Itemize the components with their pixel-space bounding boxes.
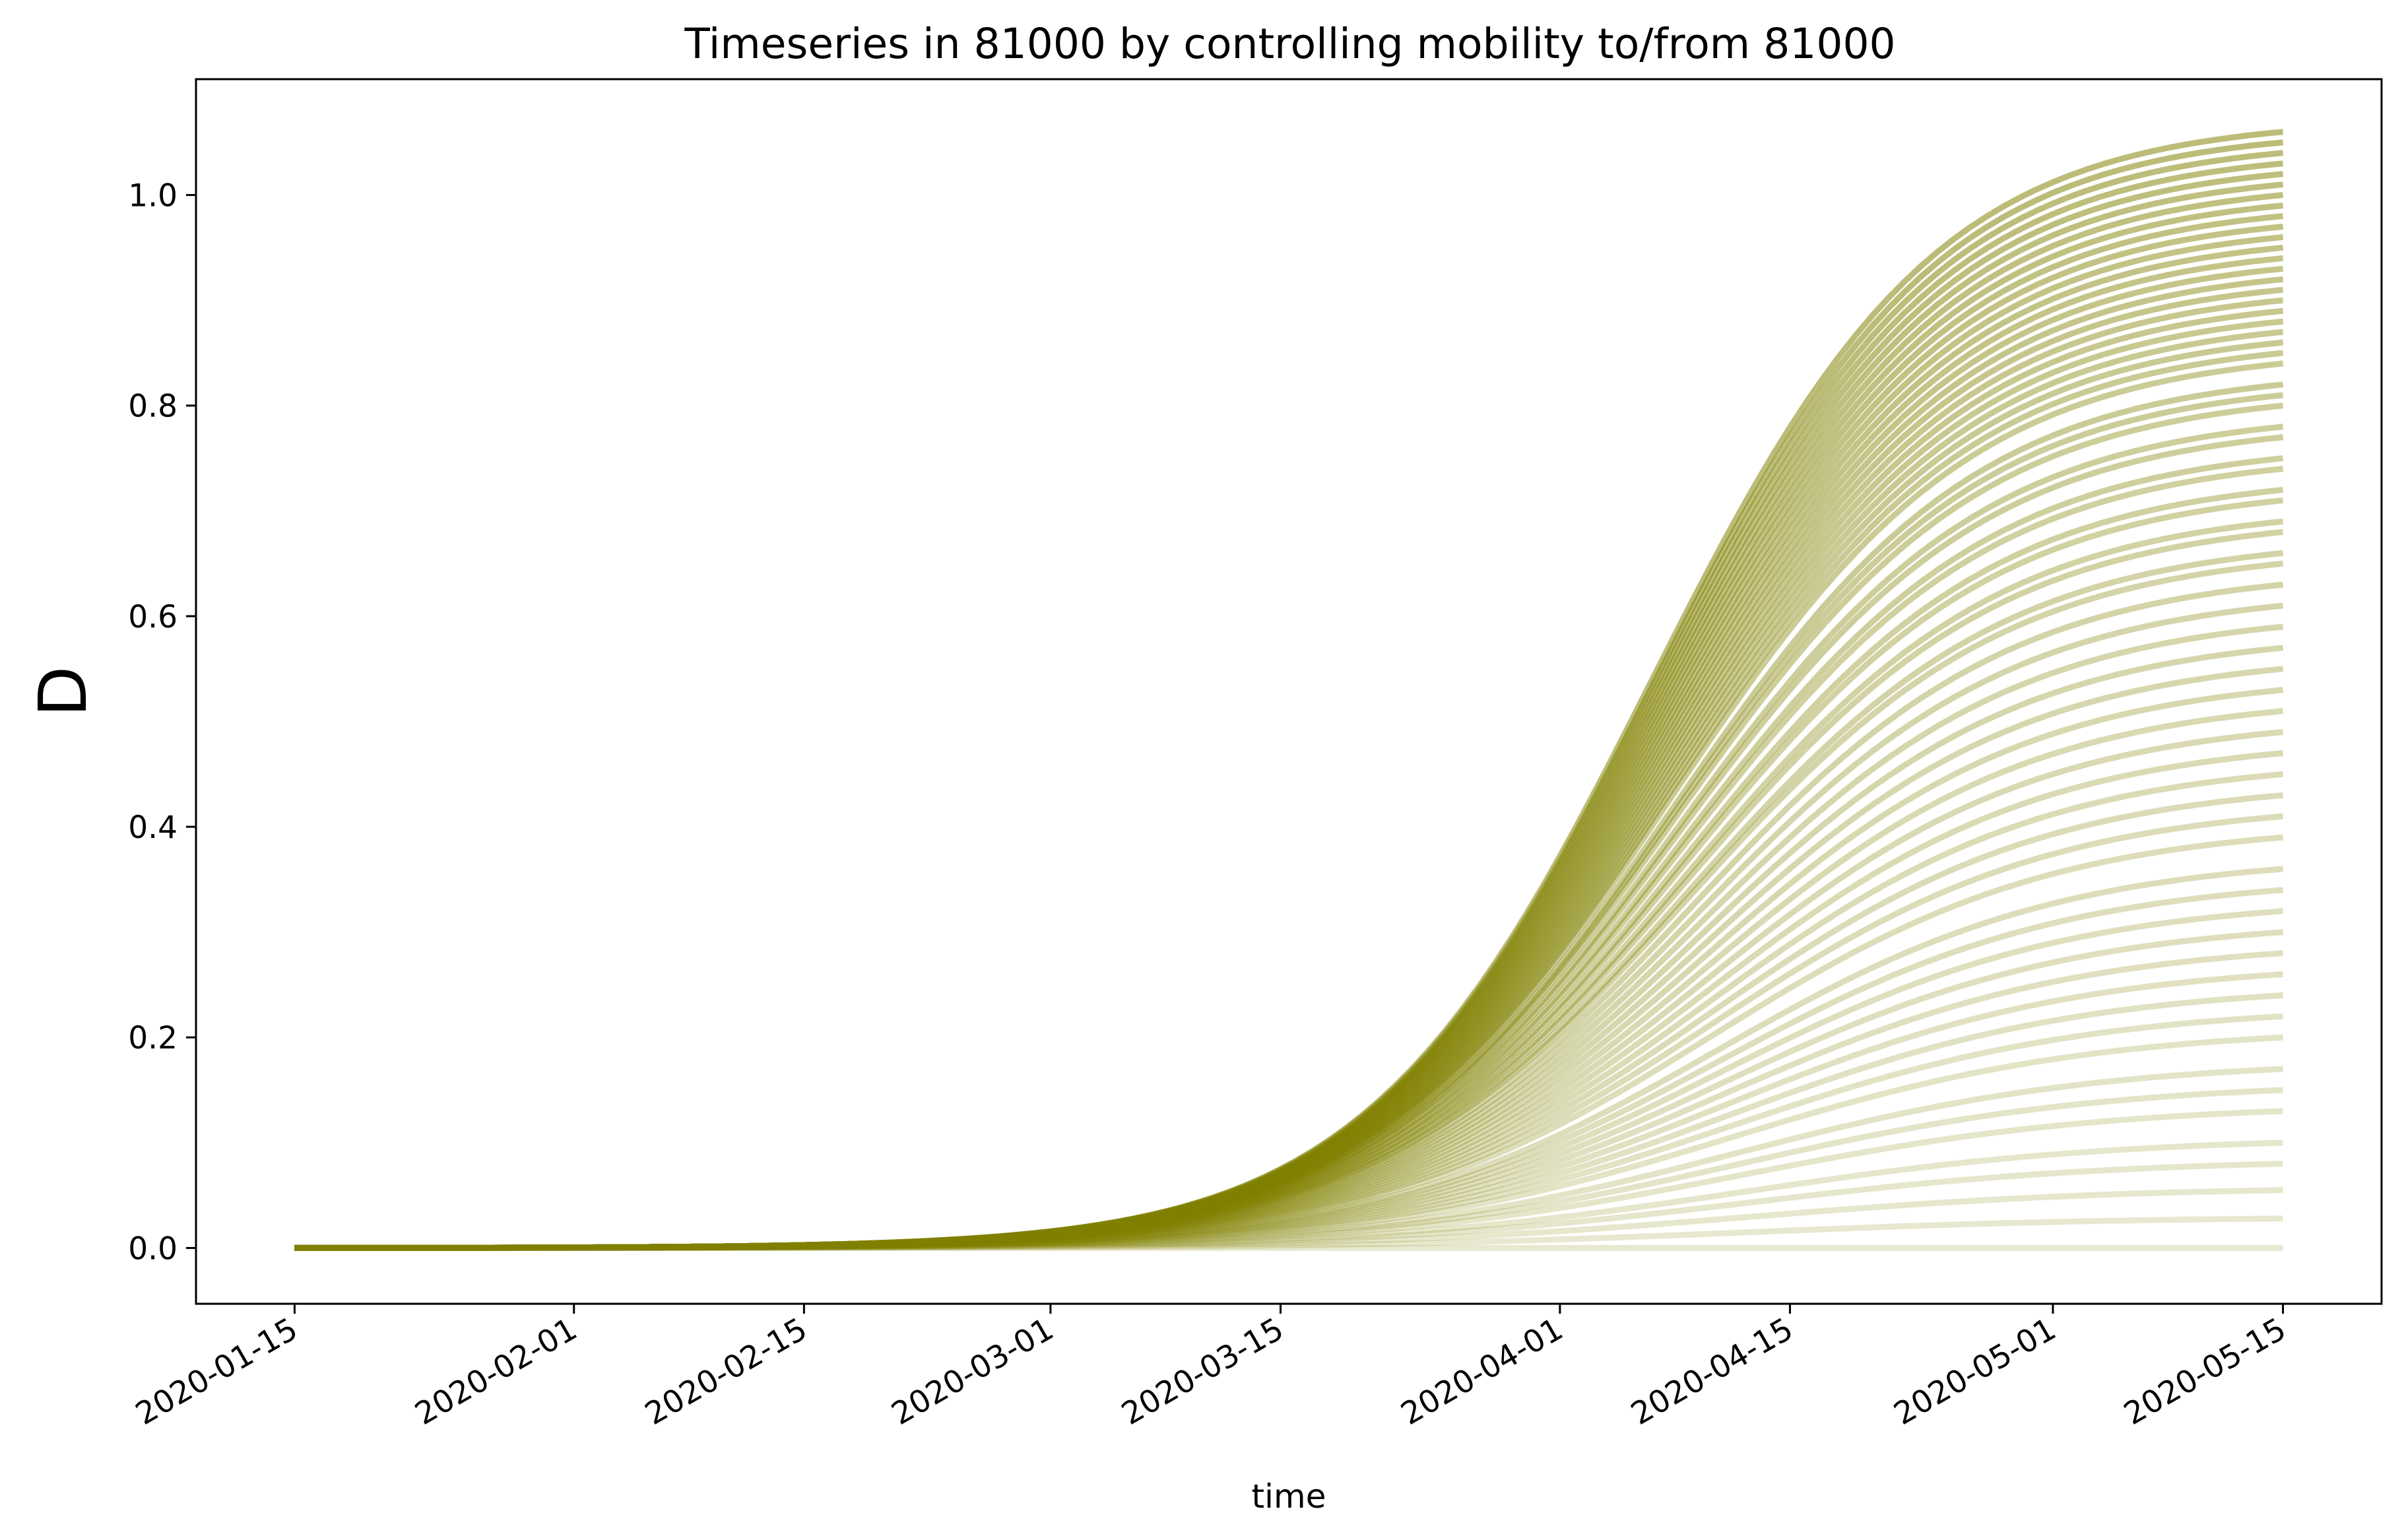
series-line-28 xyxy=(294,455,2284,1251)
series-line-0 xyxy=(294,129,2284,1251)
series-line-16 xyxy=(294,297,2284,1251)
x-axis-ticks: 2020-01-15 2020-02-01 2020-02-15 2020-03-01… xyxy=(129,1304,2292,1432)
x-tick-label-5: 2020-04-01 xyxy=(1395,1311,1569,1432)
x-tick-label-0: 2020-01-15 xyxy=(129,1311,304,1432)
y-tick-label-3: 0.6 xyxy=(128,599,178,635)
x-tick-label-6: 2020-04-15 xyxy=(1625,1311,1799,1432)
y-axis-label: D xyxy=(24,666,102,717)
y-tick-label-1: 0.2 xyxy=(128,1020,178,1056)
y-axis-ticks: 0.0 0.2 0.4 0.6 0.8 1.0 xyxy=(128,178,196,1267)
x-tick-label-2: 2020-02-15 xyxy=(639,1311,813,1432)
y-tick-label-2: 0.4 xyxy=(128,810,178,846)
x-tick-label-8: 2020-05-15 xyxy=(2118,1311,2292,1432)
x-tick-label-7: 2020-05-01 xyxy=(1888,1311,2062,1432)
series-line-34 xyxy=(294,550,2284,1251)
x-tick-label-1: 2020-02-01 xyxy=(409,1311,583,1432)
x-tick-label-4: 2020-03-15 xyxy=(1115,1311,1289,1432)
y-tick-label-4: 0.8 xyxy=(128,389,178,425)
series-line-27 xyxy=(294,434,2284,1251)
series-group xyxy=(294,129,2284,1251)
plot-frame xyxy=(195,78,2383,1305)
y-tick-label-0: 0.0 xyxy=(128,1231,178,1267)
y-tick-label-5: 1.0 xyxy=(128,178,178,214)
series-line-35 xyxy=(294,560,2284,1251)
chart-title: Timeseries in 81000 by controlling mobil… xyxy=(684,20,1895,68)
series-line-1 xyxy=(294,139,2284,1251)
series-line-25 xyxy=(294,402,2284,1251)
series-line-18 xyxy=(294,318,2284,1251)
x-tick-label-3: 2020-03-01 xyxy=(886,1311,1060,1432)
series-line-15 xyxy=(294,286,2284,1251)
x-axis-label: time xyxy=(1252,1477,1326,1516)
series-line-8 xyxy=(294,213,2284,1251)
